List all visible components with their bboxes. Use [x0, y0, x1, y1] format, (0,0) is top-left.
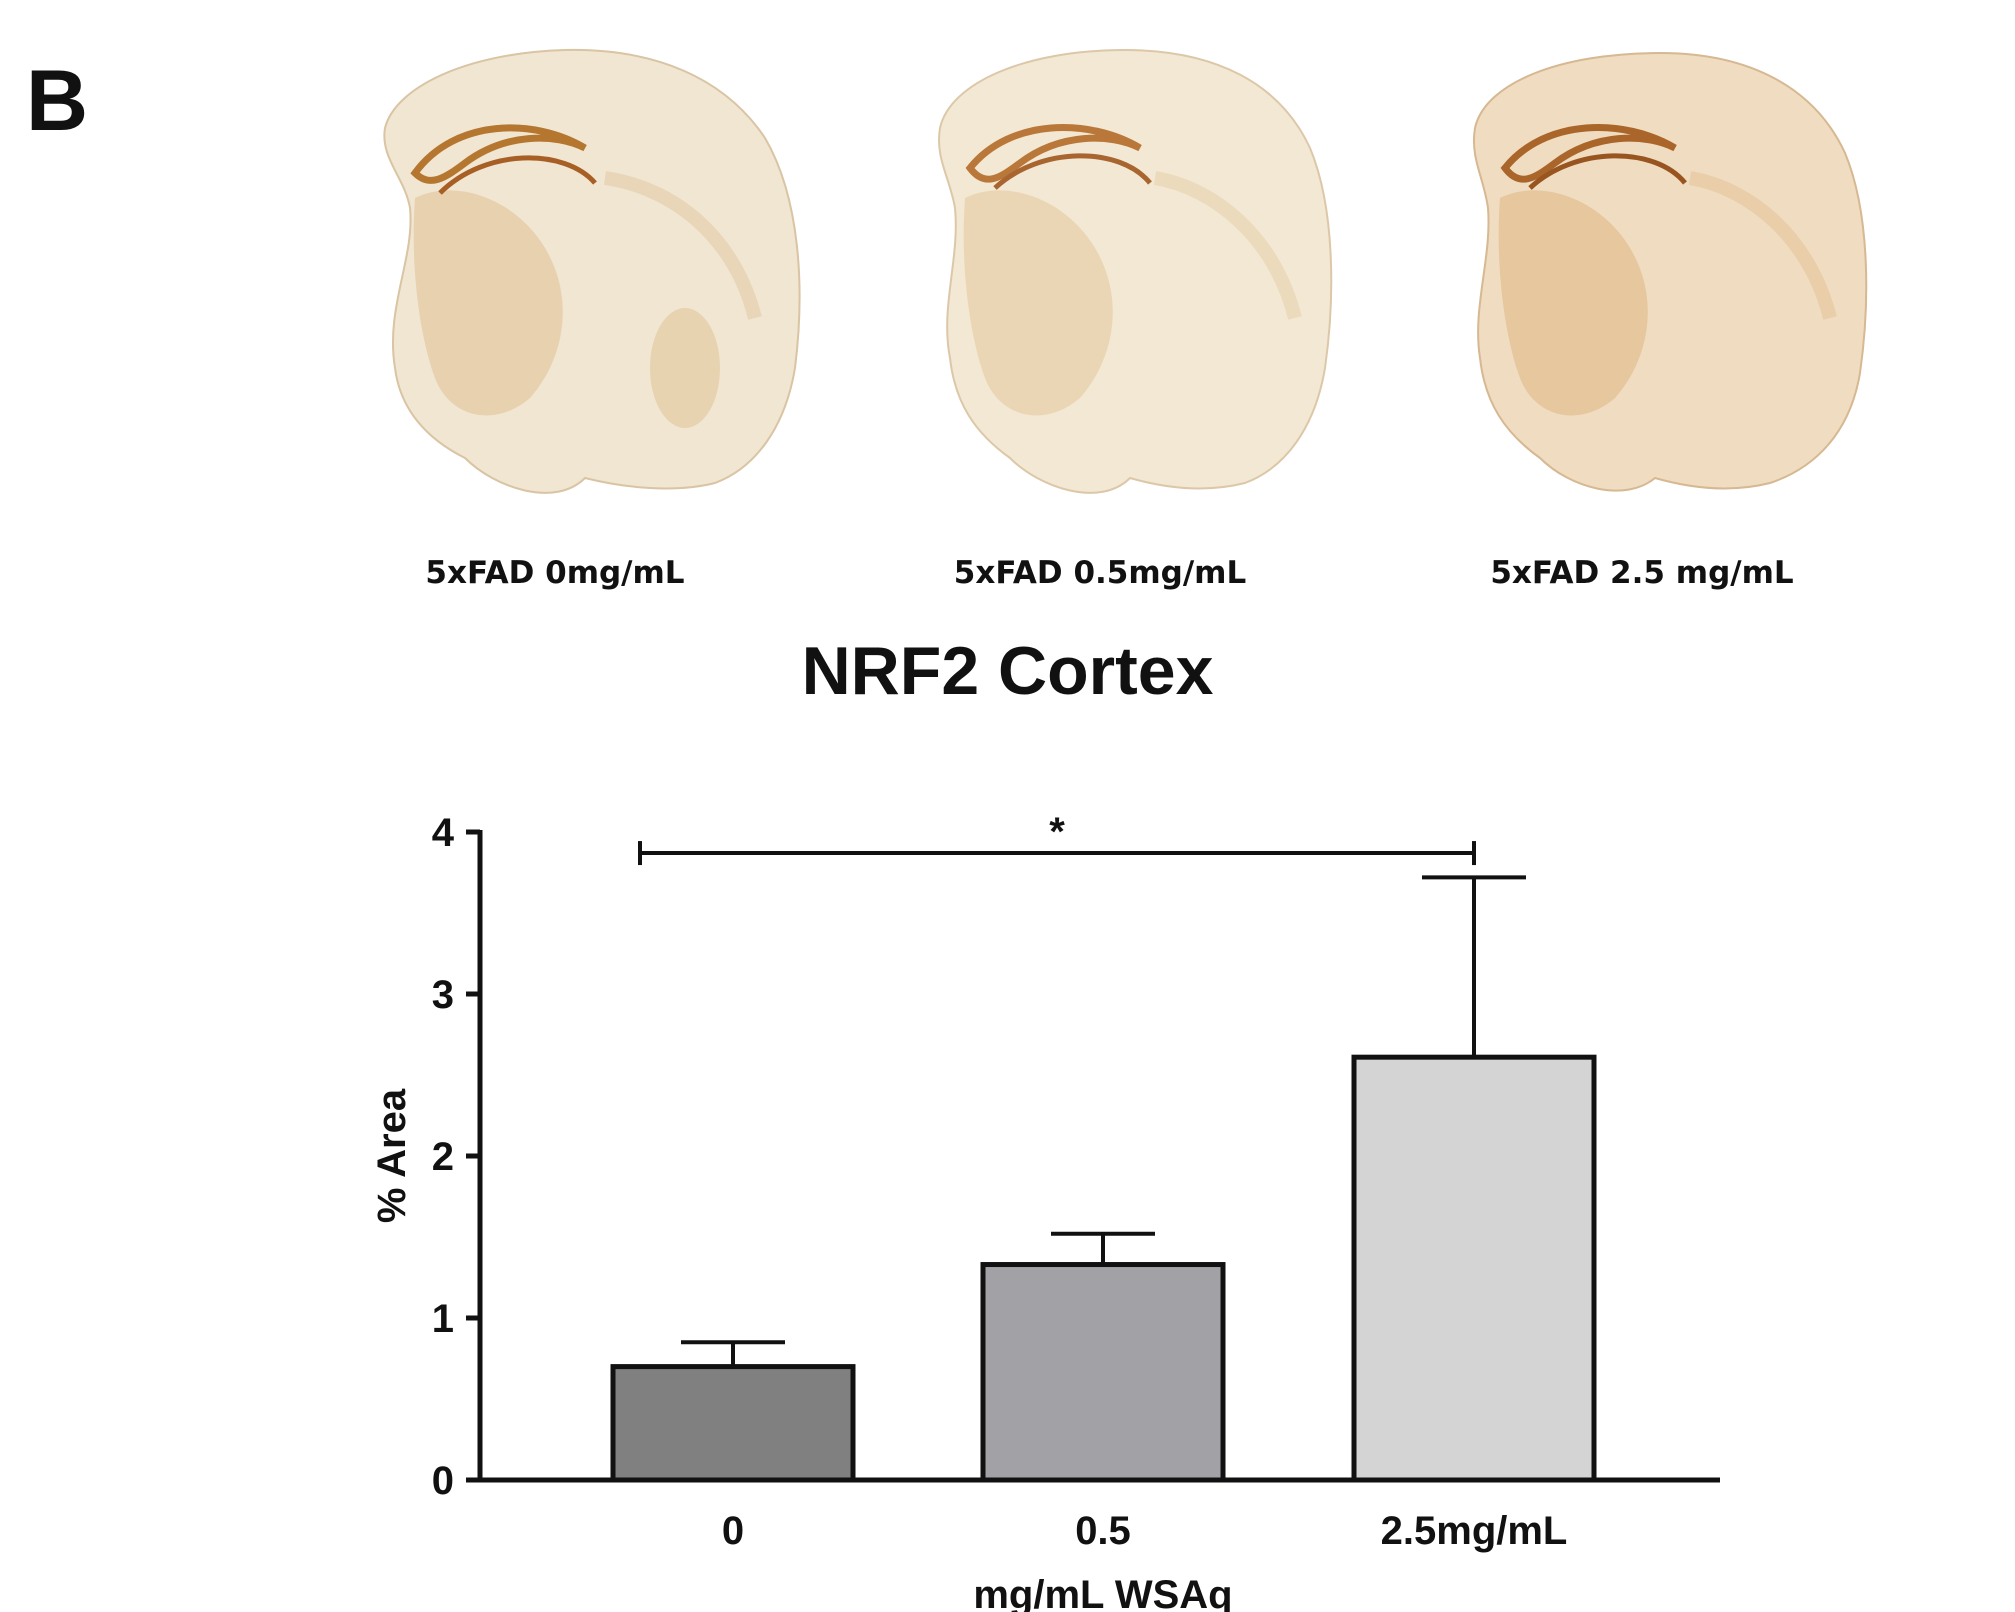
chart-title: NRF2 Cortex: [801, 633, 1214, 709]
significance-label: *: [1049, 810, 1065, 854]
y-tick-label-3: 3: [432, 973, 454, 1017]
y-tick-label-2: 2: [432, 1135, 454, 1179]
bar-0: [610, 1364, 856, 1483]
x-tick-label-1: 0.5: [1075, 1509, 1131, 1553]
brain-section-image-2: [1450, 38, 1880, 508]
image-caption-0: 5xFAD 0mg/mL: [425, 555, 685, 591]
x-tick-label-2: 2.5mg/mL: [1381, 1509, 1568, 1553]
bar-1: [980, 1262, 1226, 1483]
x-axis-label: mg/mL WSAq: [973, 1573, 1232, 1612]
y-axis-label: % Area: [370, 1088, 414, 1223]
panel-letter: B: [26, 53, 89, 149]
y-tick-label-1: 1: [432, 1297, 454, 1341]
image-caption-1: 5xFAD 0.5mg/mL: [953, 555, 1247, 591]
brain-section-image-1: [915, 38, 1345, 508]
y-tick-label-4: 4: [432, 811, 455, 855]
bar-2: [1351, 1054, 1597, 1483]
brain-section-image-0: [355, 38, 815, 508]
y-tick-label-0: 0: [432, 1459, 454, 1503]
x-tick-label-0: 0: [722, 1509, 744, 1553]
image-caption-2: 5xFAD 2.5 mg/mL: [1490, 555, 1794, 591]
